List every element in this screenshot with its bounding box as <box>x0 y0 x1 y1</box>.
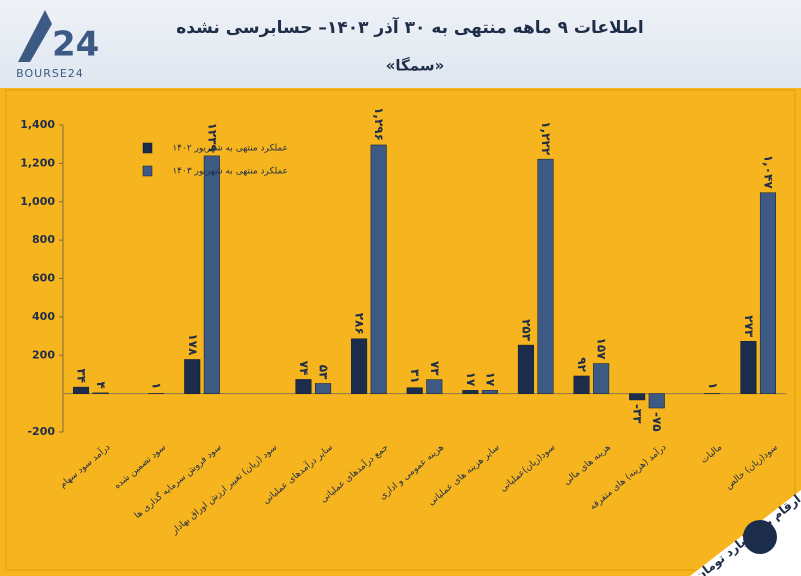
value-label: ۷۳ <box>428 361 442 376</box>
bar <box>315 383 332 394</box>
y-tick-label: 200 <box>32 348 55 361</box>
y-tick-label: -200 <box>27 425 55 438</box>
value-label: ۱,۲۲۲ <box>539 121 553 156</box>
value-label: ۲۷۳ <box>742 315 756 338</box>
y-tick-label: 1,400 <box>20 118 55 131</box>
legend-label: عملکرد منتهی به شهریور ۱۴۰۲ <box>172 144 288 154</box>
value-label: ۲۵۳ <box>519 319 533 342</box>
frame <box>5 89 796 571</box>
y-tick-label: 800 <box>32 233 55 246</box>
bar <box>370 144 387 394</box>
note-icon <box>743 520 777 554</box>
bar <box>72 386 90 394</box>
bar <box>406 387 423 394</box>
bar <box>517 344 534 394</box>
y-tick-label: 1,200 <box>20 156 55 169</box>
bar <box>426 379 443 394</box>
value-label: ۱۷ <box>464 372 478 387</box>
bar <box>351 338 368 394</box>
value-label: ۹۲ <box>575 357 589 372</box>
value-label: ۳۴ <box>75 368 89 383</box>
logo: 24 BOURSE24 <box>16 10 99 80</box>
bar <box>740 340 757 394</box>
value-label: -۳۳ <box>631 404 645 424</box>
value-label: ۱۲۳۹ <box>205 123 219 153</box>
legend-swatch <box>142 142 153 154</box>
logo-text: BOURSE24 <box>16 67 84 80</box>
bar <box>92 392 109 394</box>
legend-label: عملکرد منتهی به شهریور ۱۴۰۳ <box>172 167 288 177</box>
bar <box>648 393 665 409</box>
plot-bg <box>0 88 801 576</box>
logo-shape <box>18 10 52 62</box>
value-label: ۱۵۷ <box>595 338 609 361</box>
value-label: ۵۳ <box>317 365 331 380</box>
bar <box>593 363 610 394</box>
bar <box>537 158 554 394</box>
value-label: ۱,۲۹۶ <box>372 107 386 141</box>
bar <box>203 155 220 394</box>
value-label: ۷۴ <box>297 361 311 376</box>
value-label: ۱ <box>150 382 164 389</box>
y-tick-label: 600 <box>32 272 55 285</box>
y-tick-label: 400 <box>32 310 55 323</box>
bar <box>481 390 498 394</box>
chart-title: اطلاعات ۹ ماهه منتهی به ۳۰ آذر ۱۴۰۳– حسا… <box>176 16 644 38</box>
bar <box>573 375 590 394</box>
legend-swatch <box>142 165 153 177</box>
value-label: ۱ <box>706 382 720 389</box>
header-bg <box>0 0 801 90</box>
bar <box>462 390 479 394</box>
chart-subtitle: «سمگا» <box>386 57 445 75</box>
bar <box>629 393 646 401</box>
value-label: ۱۷ <box>483 372 497 387</box>
value-label: ۳۱ <box>408 369 422 384</box>
value-label: -۷۵ <box>650 412 664 432</box>
bar <box>759 192 777 394</box>
bar <box>184 359 201 394</box>
value-label: ۱۷۸ <box>186 333 200 356</box>
value-label: ۲۸۶ <box>353 313 367 335</box>
value-label: ۴ <box>94 382 108 389</box>
y-tick-label: 1,000 <box>20 195 55 208</box>
bar <box>295 379 312 394</box>
logo-mark: 24 <box>52 25 99 65</box>
value-label: ۱,۰۴۷ <box>761 155 775 190</box>
